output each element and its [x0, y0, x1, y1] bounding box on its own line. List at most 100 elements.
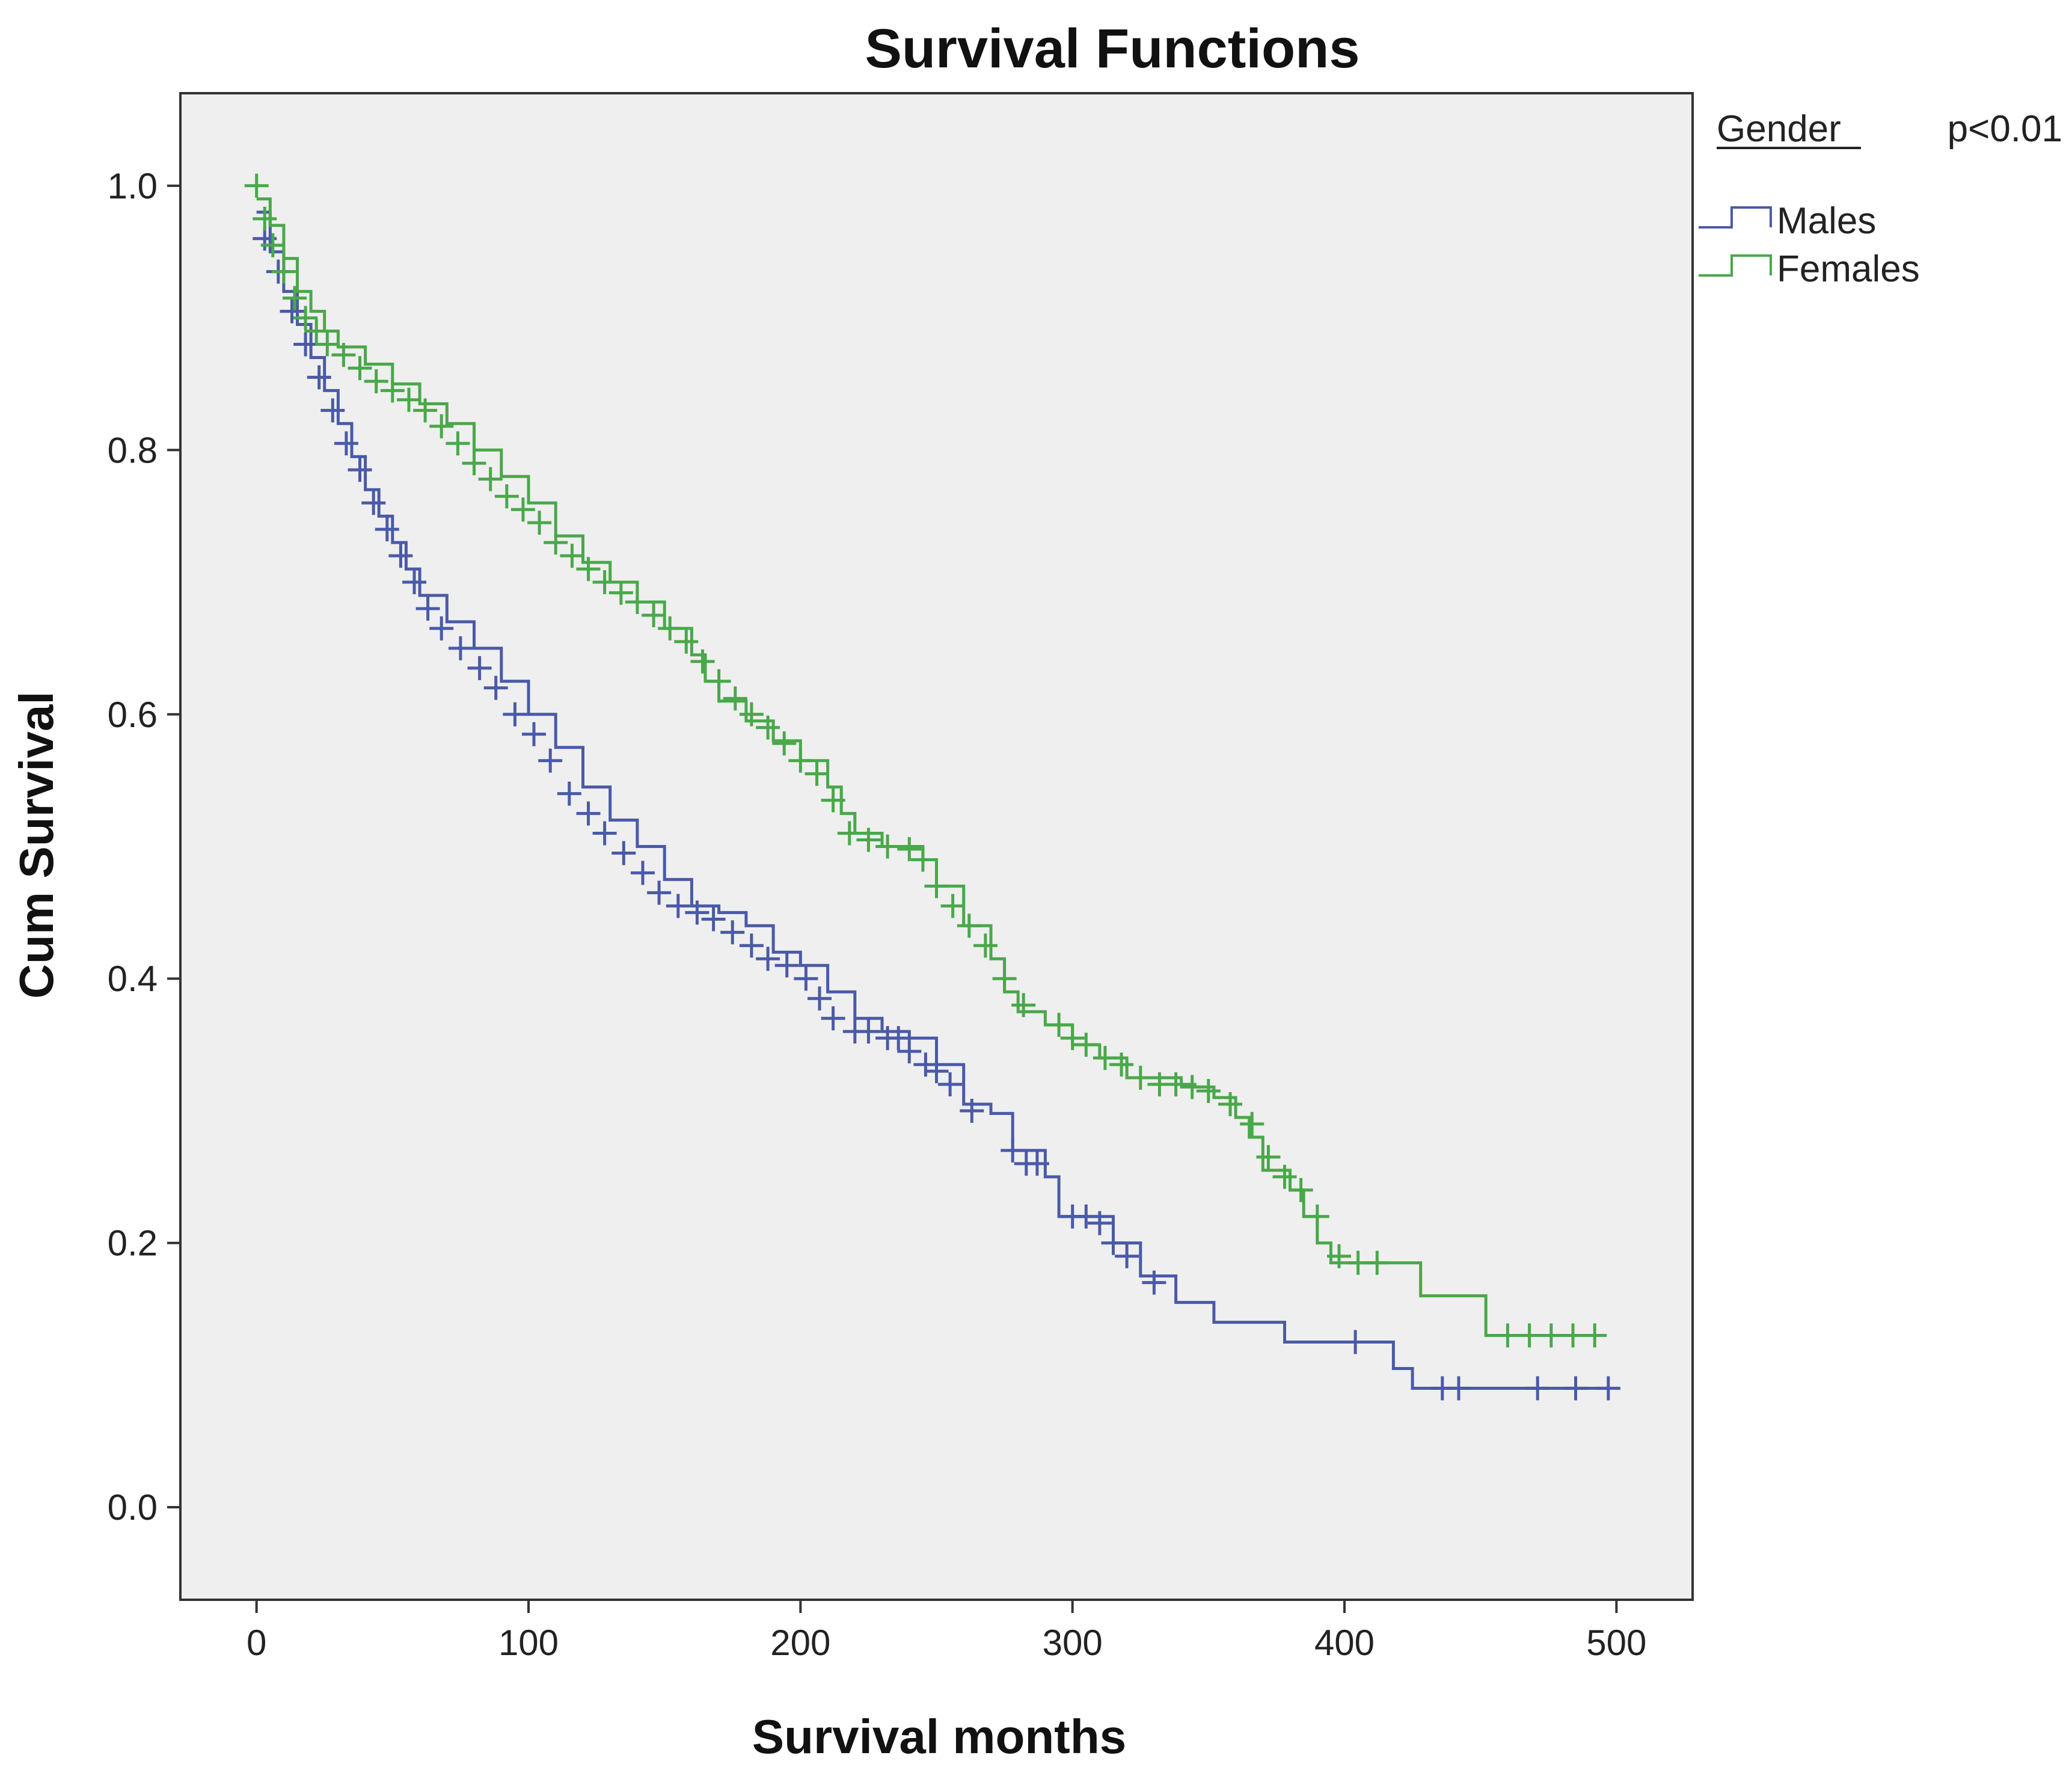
censor-mark-males [1115, 1244, 1139, 1268]
y-tick-label: 0.2 [108, 1223, 158, 1264]
censor-mark-males [631, 861, 655, 885]
censor-mark-females [837, 821, 862, 846]
censor-mark-females [494, 484, 519, 509]
x-tick-label: 300 [1043, 1623, 1103, 1663]
censor-mark-males [592, 821, 617, 846]
censor-mark-females [397, 387, 421, 412]
legend: Gender p<0.01 Males Females [1699, 108, 2062, 290]
censor-mark-males [924, 1059, 949, 1084]
y-tick-label: 1.0 [108, 166, 158, 206]
censor-mark-males [1101, 1230, 1126, 1255]
censor-mark-males [666, 894, 690, 918]
y-axis-label: Cum Survival [10, 691, 63, 998]
censor-mark-males [348, 458, 372, 482]
x-tick-label: 200 [770, 1623, 830, 1663]
censor-mark-males [897, 1039, 922, 1064]
y-tick-label: 0.4 [108, 959, 158, 999]
censor-mark-females [1128, 1066, 1153, 1090]
censor-mark-females [331, 343, 356, 367]
censor-mark-males [1074, 1204, 1099, 1229]
censor-mark-males [1447, 1376, 1471, 1401]
x-tick-label: 100 [498, 1623, 559, 1663]
x-tick-label: 400 [1314, 1623, 1375, 1663]
censor-mark-females [973, 933, 998, 958]
axis-ticks: 0 100 200 300 400 500 0.0 0.2 0.4 0.6 0.8 1.0 [108, 166, 1647, 1663]
censor-mark-females [364, 369, 388, 393]
censor-mark-males [960, 1099, 984, 1123]
censor-mark-males [415, 597, 440, 621]
censor-mark-males [320, 398, 345, 423]
chart-title: Survival Functions [865, 18, 1359, 79]
censor-mark-females [244, 173, 269, 198]
censor-mark-males [701, 907, 726, 932]
censor-mark-males [429, 616, 454, 641]
censor-mark-females [1109, 1052, 1134, 1077]
censor-mark-males [821, 1006, 845, 1031]
censor-mark-males [361, 491, 386, 515]
censor-mark-females [446, 431, 470, 456]
censor-mark-females [413, 398, 438, 423]
censor-mark-females [910, 847, 935, 872]
censor-mark-males [280, 299, 304, 324]
censor-mark-females [821, 788, 845, 813]
censor-mark-females [756, 715, 780, 740]
censor-mark-females [283, 286, 307, 310]
censor-mark-females [1196, 1079, 1221, 1103]
censor-mark-males [685, 900, 710, 925]
censor-mark-females [560, 544, 584, 568]
censor-mark-males [402, 570, 426, 594]
censor-mark-females [380, 378, 405, 403]
censor-mark-females [293, 306, 318, 330]
censor-mark-males [557, 781, 581, 806]
censor-mark-males [503, 702, 527, 727]
censor-mark-females [462, 451, 486, 476]
censor-mark-males [1563, 1376, 1588, 1401]
censor-mark-females [875, 834, 900, 859]
censor-mark-females [1218, 1092, 1242, 1116]
censor-mark-males [388, 544, 413, 568]
censor-mark-females [429, 414, 454, 438]
legend-p-value: p<0.01 [1948, 108, 2062, 150]
censor-mark-females [1180, 1075, 1204, 1099]
censor-mark-females [271, 259, 296, 284]
censor-mark-females [625, 590, 649, 614]
censor-mark-females [772, 731, 797, 756]
legend-swatch-females [1699, 254, 1772, 277]
censor-mark-females [1060, 1026, 1085, 1051]
censor-mark-males [375, 517, 399, 542]
legend-label-males: Males [1777, 200, 1876, 242]
censor-mark-females [1074, 1033, 1099, 1057]
survival-curve-females [256, 197, 1595, 1337]
y-tick-label: 0.0 [108, 1487, 158, 1528]
censor-mark-males [293, 332, 318, 357]
censor-mark-females [739, 702, 764, 727]
y-tick-label: 0.6 [108, 695, 158, 735]
censor-mark-males [856, 1019, 881, 1044]
censor-mark-females [1365, 1250, 1390, 1275]
censor-mark-females [723, 686, 747, 711]
x-tick-label: 0 [247, 1623, 266, 1663]
series-females [244, 173, 1607, 1348]
censor-mark-females [1583, 1323, 1607, 1348]
censor-mark-females [707, 669, 731, 693]
censor-mark-males [1525, 1376, 1550, 1401]
censor-mark-females [315, 332, 340, 357]
censor-mark-males [538, 748, 563, 773]
censor-mark-males [886, 1026, 911, 1051]
censor-mark-males [576, 801, 601, 826]
censor-mark-females [1327, 1244, 1351, 1268]
censor-mark-males [611, 841, 636, 865]
censor-mark-males [794, 966, 818, 991]
censor-mark-females [608, 580, 633, 605]
censor-mark-females [1305, 1204, 1329, 1229]
censor-mark-males [483, 675, 508, 700]
censor-mark-females [924, 874, 949, 899]
legend-swatch-males [1699, 206, 1772, 229]
censor-mark-males [1001, 1138, 1025, 1163]
censor-mark-females [510, 497, 535, 522]
censor-mark-females [957, 914, 981, 938]
censor-mark-females [1517, 1323, 1542, 1348]
censor-mark-males [1596, 1376, 1620, 1401]
legend-label-females: Females [1777, 248, 1920, 290]
